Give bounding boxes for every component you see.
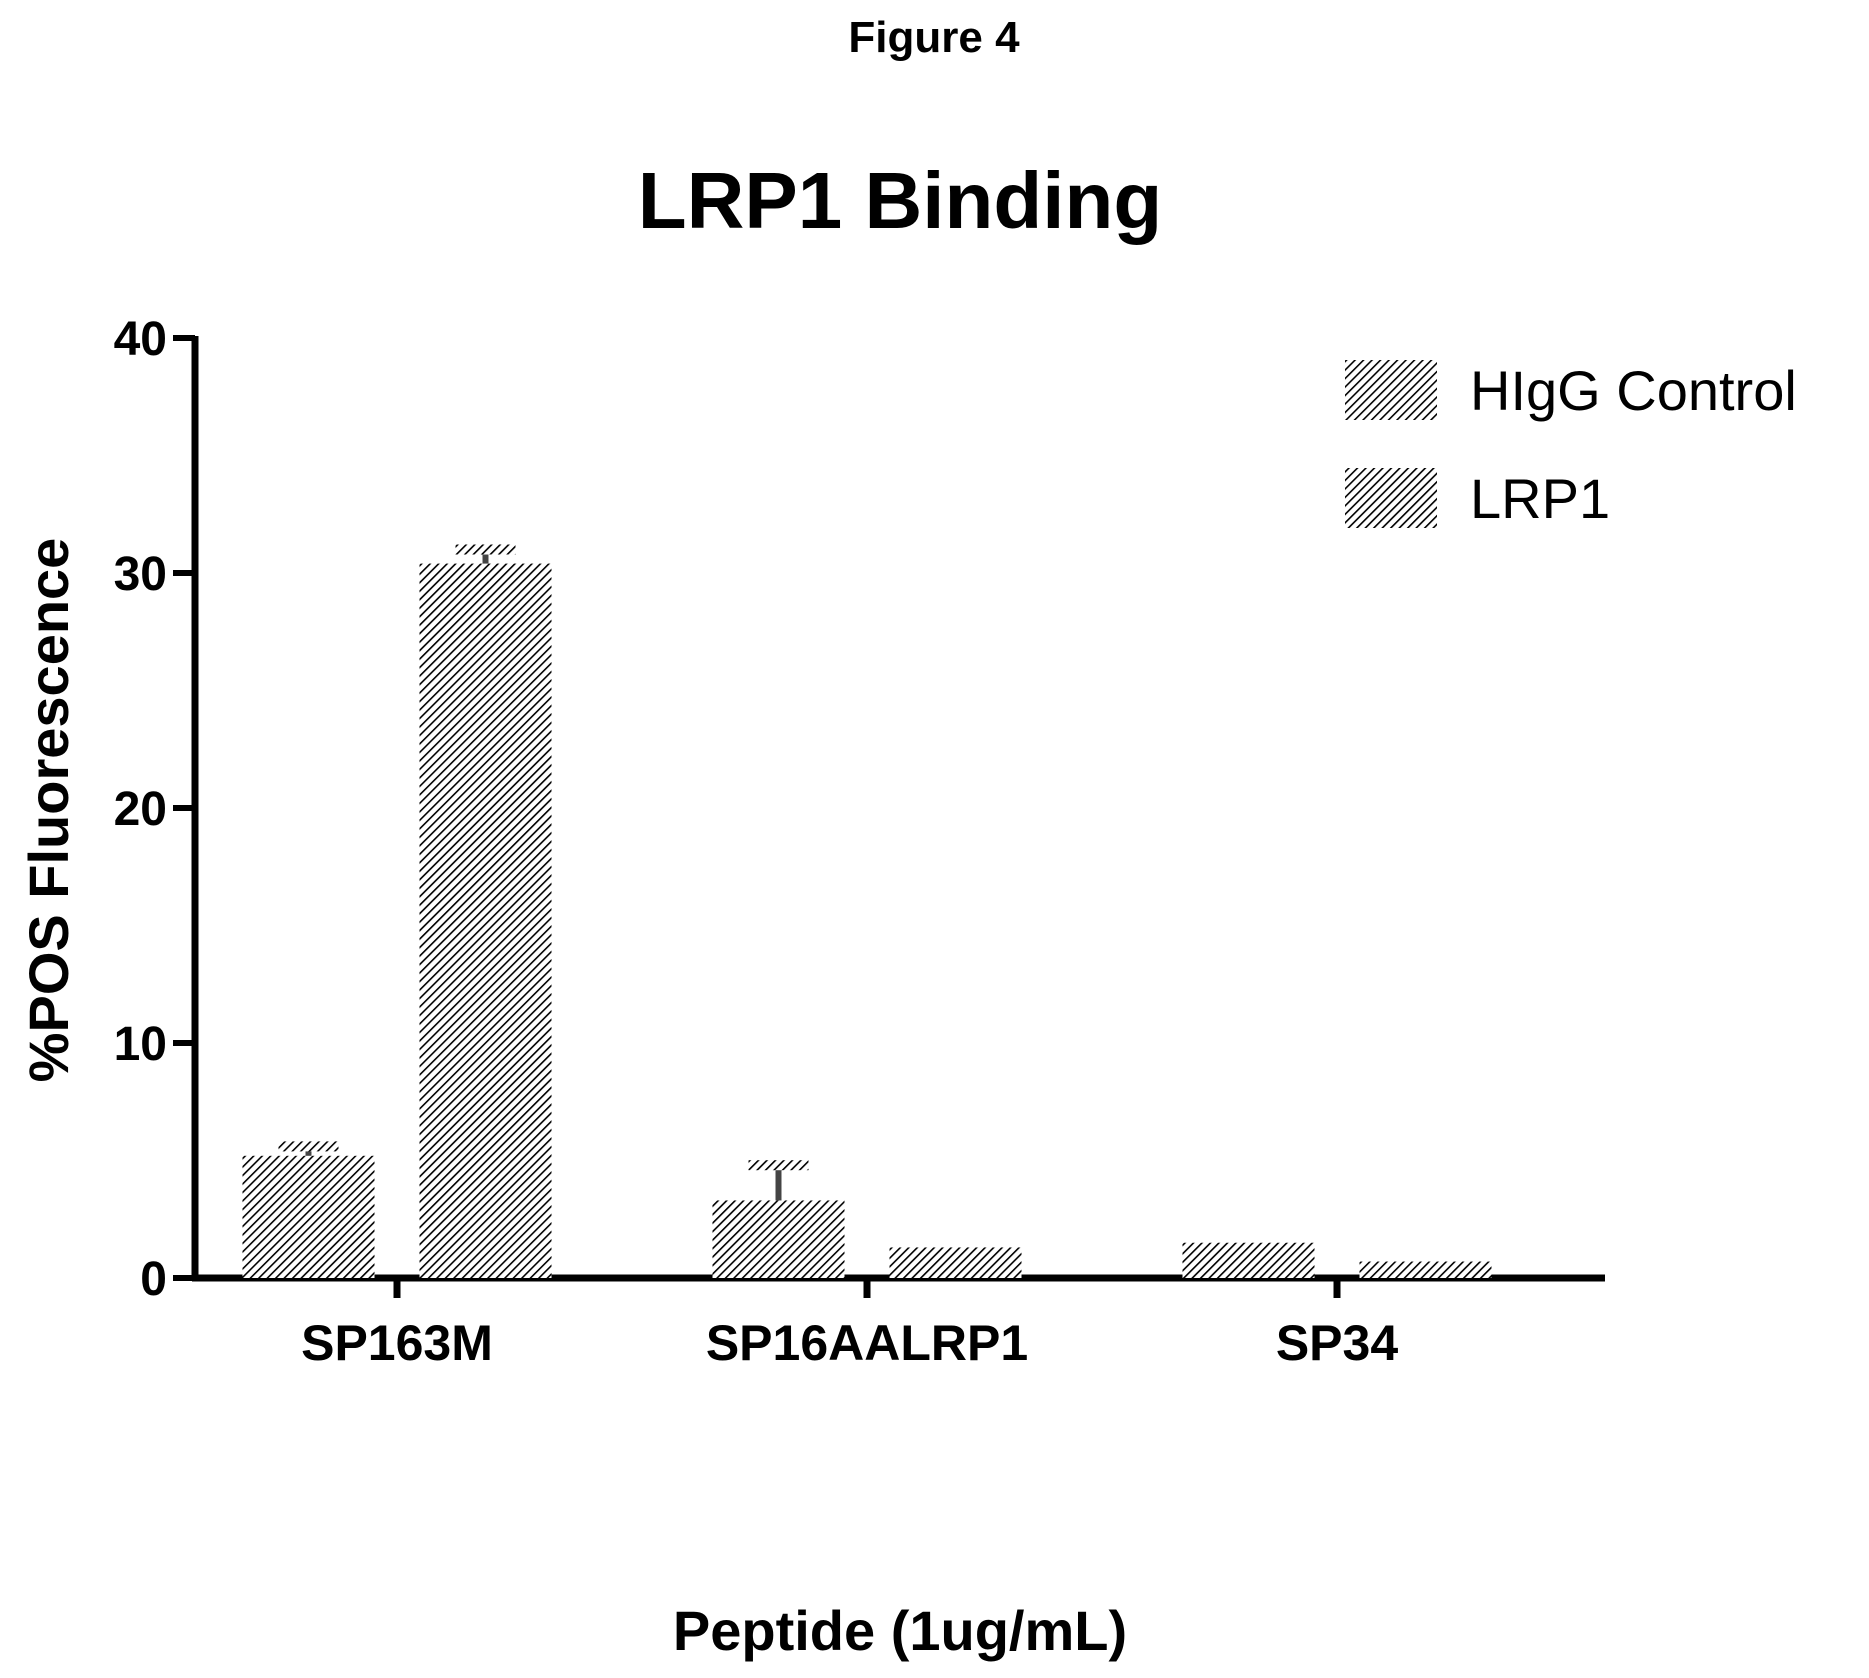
bar bbox=[712, 1200, 845, 1278]
y-tick-label: 10 bbox=[114, 1018, 167, 1071]
bars-group bbox=[242, 544, 1492, 1278]
legend-label: HIgG Control bbox=[1470, 359, 1797, 422]
legend-label: LRP1 bbox=[1470, 467, 1610, 530]
error-cap bbox=[278, 1141, 339, 1152]
y-tick-label: 40 bbox=[114, 313, 167, 366]
x-tick-label: SP163M bbox=[301, 1315, 493, 1371]
bar bbox=[1182, 1242, 1315, 1278]
bar bbox=[1359, 1261, 1492, 1278]
legend: HIgG Control LRP1 bbox=[1345, 359, 1797, 530]
error-cap bbox=[455, 544, 516, 555]
y-tick-label: 0 bbox=[140, 1253, 167, 1306]
y-axis: 0 10 20 30 40 bbox=[114, 313, 199, 1306]
x-axis-label: Peptide (1ug/mL) bbox=[673, 1599, 1127, 1662]
bar bbox=[419, 563, 552, 1278]
figure-label: Figure 4 bbox=[848, 13, 1020, 62]
chart-title: LRP1 Binding bbox=[638, 156, 1162, 245]
error-cap bbox=[748, 1160, 809, 1171]
y-axis-label: %POS Fluorescence bbox=[17, 538, 80, 1083]
y-tick-label: 20 bbox=[114, 783, 167, 836]
x-tick-label: SP16AALRP1 bbox=[706, 1315, 1028, 1371]
x-axis: SP163M SP16AALRP1 SP34 bbox=[192, 1274, 1605, 1371]
legend-swatch bbox=[1345, 468, 1437, 528]
bar bbox=[889, 1247, 1022, 1278]
x-tick-label: SP34 bbox=[1276, 1315, 1399, 1371]
legend-swatch bbox=[1345, 360, 1437, 420]
y-tick-label: 30 bbox=[114, 548, 167, 601]
bar bbox=[242, 1155, 375, 1278]
